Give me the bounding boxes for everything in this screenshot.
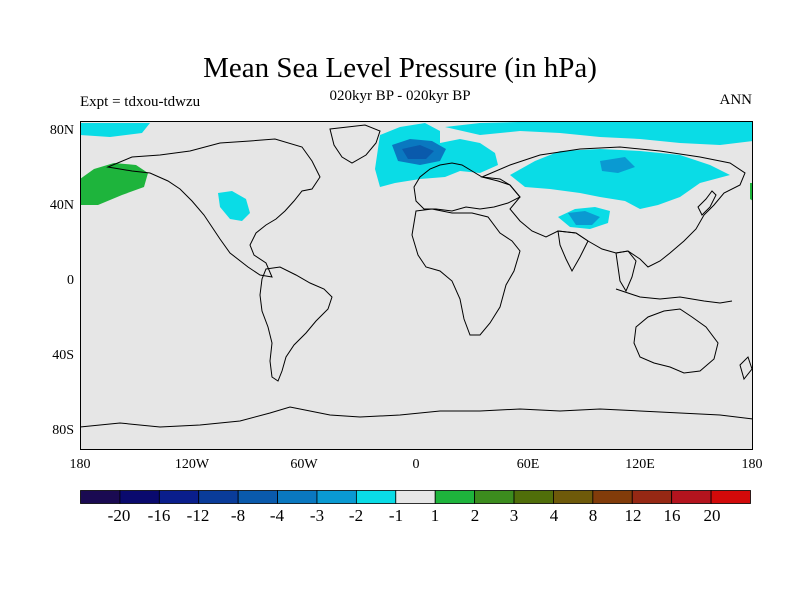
coast-australia — [633, 308, 719, 374]
colorbar-swatch — [631, 490, 673, 504]
coast-japan — [697, 190, 717, 216]
colorbar-label: 1 — [430, 506, 440, 525]
colorbar-label: 12 — [624, 506, 642, 525]
lon-tick-180w: 180 — [69, 457, 91, 472]
colorbar-label: 2 — [470, 506, 480, 525]
coast-asia — [480, 146, 746, 268]
season-label: ANN — [719, 92, 753, 108]
coast-south-america — [259, 266, 333, 382]
lat-tick-0: 0 — [67, 273, 74, 288]
colorbar-swatch — [474, 490, 515, 504]
blue-region-siberia — [600, 157, 635, 173]
pressure-anomaly-map — [80, 121, 753, 450]
colorbar-swatch — [671, 490, 712, 504]
colorbar-label: -4 — [269, 506, 285, 525]
anomaly-fills — [80, 121, 753, 229]
colorbar-label: -2 — [348, 506, 364, 525]
cyan-region-arctic-west — [80, 123, 150, 137]
colorbar-label: 16 — [663, 506, 681, 525]
lon-tick-60e: 60E — [516, 457, 540, 472]
colorbar-label: -20 — [107, 506, 131, 525]
lat-tick-40s: 40S — [52, 348, 74, 363]
lat-tick-40n: 40N — [49, 198, 74, 213]
coast-europe — [413, 162, 521, 212]
coast-north-america — [106, 138, 321, 278]
coast-indochina — [615, 250, 637, 293]
colorbar-swatch — [553, 490, 594, 504]
blue-region-tibet — [568, 211, 600, 225]
colorbar-label: -8 — [230, 506, 246, 525]
coast-greenland — [329, 124, 381, 164]
darkblue-region-north-atlantic — [402, 145, 434, 159]
plot-title: Mean Sea Level Pressure (in hPa) — [203, 52, 597, 84]
colorbar-swatch — [395, 490, 436, 504]
lon-tick-60w: 60W — [290, 457, 318, 472]
colorbar-swatch — [434, 490, 476, 504]
coast-antarctica — [80, 406, 753, 428]
lon-tick-120w: 120W — [174, 457, 210, 472]
colorbar-swatch — [316, 490, 357, 504]
colorbar-label: -12 — [186, 506, 210, 525]
colorbar-label: 20 — [703, 506, 721, 525]
lon-tick-120e: 120E — [625, 457, 655, 472]
cyan-region-arctic-east — [445, 121, 753, 145]
colorbar — [80, 490, 751, 504]
plot-subtitle: 020kyr BP - 020kyr BP — [329, 88, 471, 104]
colorbar-label: -16 — [147, 506, 171, 525]
colorbar-swatch — [119, 490, 160, 504]
cyan-region-north-america — [218, 191, 250, 221]
colorbar-swatch — [158, 490, 200, 504]
lat-tick-80n: 80N — [49, 123, 74, 138]
colorbar-swatch — [592, 490, 633, 504]
colorbar-swatch — [237, 490, 278, 504]
colorbar-swatch — [80, 490, 121, 504]
colorbar-swatch — [710, 490, 751, 504]
colorbar-swatch — [277, 490, 318, 504]
coast-indonesia — [615, 288, 733, 304]
coast-india — [557, 230, 589, 273]
coast-africa — [411, 208, 521, 336]
map-frame — [80, 121, 753, 450]
colorbar-swatch — [355, 490, 397, 504]
lat-tick-80s: 80S — [52, 423, 74, 438]
colorbar-label: 8 — [588, 506, 598, 525]
colorbar-label: -1 — [388, 506, 404, 525]
colorbar-swatch — [513, 490, 554, 504]
colorbar-label: -3 — [309, 506, 325, 525]
lon-tick-0: 0 — [412, 457, 420, 472]
experiment-label: Expt = tdxou-tdwzu — [80, 94, 201, 110]
cyan-region-eurasia — [510, 149, 730, 209]
lon-tick-180e: 180 — [741, 457, 763, 472]
coastlines — [80, 124, 753, 428]
colorbar-swatch — [198, 490, 239, 504]
green-region-north-pacific — [80, 163, 148, 205]
colorbar-label: 4 — [549, 506, 559, 525]
colorbar-label: 3 — [509, 506, 519, 525]
